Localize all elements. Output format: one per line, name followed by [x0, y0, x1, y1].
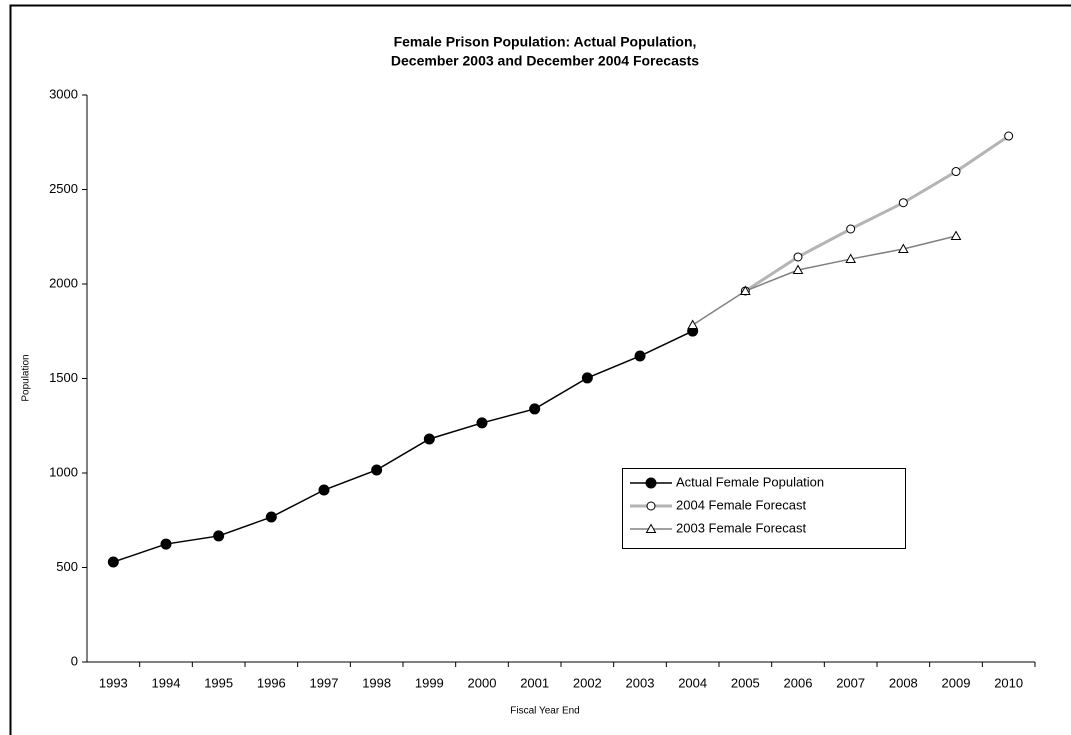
- point: [529, 403, 541, 415]
- x-tick-label: 2007: [836, 675, 865, 690]
- y-tick-label: 1500: [49, 370, 78, 385]
- y-tick-label: 1000: [49, 464, 78, 479]
- point: [318, 484, 330, 496]
- y-tick-label: 2000: [49, 275, 78, 290]
- x-tick-label: 2008: [889, 675, 918, 690]
- legend-marker: [645, 477, 657, 489]
- y-tick-label: 2500: [49, 181, 78, 196]
- x-tick-label: 2000: [468, 675, 497, 690]
- point: [897, 243, 909, 254]
- series-line: [113, 330, 693, 563]
- point: [1004, 131, 1014, 141]
- y-tick-label: 500: [56, 559, 78, 574]
- point: [846, 224, 856, 234]
- y-axis-label: Population: [21, 354, 32, 401]
- series-line: [692, 235, 957, 326]
- x-tick-label: 1994: [152, 675, 181, 690]
- x-tick-label: 1998: [362, 675, 391, 690]
- legend-label: 2004 Female Forecast: [676, 497, 806, 512]
- point: [371, 464, 383, 476]
- point: [898, 198, 908, 208]
- x-tick-label: 1993: [99, 675, 128, 690]
- x-tick-label: 1999: [415, 675, 444, 690]
- point: [845, 253, 857, 264]
- point: [265, 511, 277, 523]
- point: [950, 230, 962, 240]
- legend-marker: [646, 501, 656, 511]
- x-tick-label: 2005: [731, 675, 760, 690]
- point: [634, 350, 646, 362]
- point: [739, 285, 751, 295]
- legend-label: Actual Female Population: [676, 474, 824, 489]
- x-tick-label: 2010: [994, 675, 1023, 690]
- series-line: [744, 134, 1010, 293]
- x-axis-label: Fiscal Year End: [510, 706, 580, 717]
- legend-marker: [645, 523, 657, 533]
- point: [792, 264, 804, 275]
- point: [160, 538, 172, 550]
- chart-border: [9, 4, 1071, 735]
- x-tick-label: 2004: [678, 675, 707, 690]
- point: [423, 433, 435, 445]
- point: [213, 530, 225, 542]
- x-tick-label: 1995: [204, 675, 233, 690]
- legend: [622, 468, 906, 549]
- x-tick-label: 2003: [626, 675, 655, 690]
- point: [476, 417, 488, 429]
- chart-title: December 2003 and December 2004 Forecast…: [391, 53, 699, 69]
- x-tick-label: 2006: [784, 675, 813, 690]
- point: [107, 556, 119, 568]
- x-tick-label: 2001: [520, 675, 549, 690]
- point: [687, 319, 699, 330]
- chart-title: Female Prison Population: Actual Populat…: [394, 34, 697, 50]
- x-tick-label: 1996: [257, 675, 286, 690]
- x-tick-label: 1997: [310, 675, 339, 690]
- point: [793, 252, 803, 262]
- point: [951, 167, 961, 177]
- y-tick-label: 3000: [49, 86, 78, 101]
- point: [581, 372, 593, 384]
- x-tick-label: 2009: [942, 675, 971, 690]
- y-tick-label: 0: [71, 653, 78, 668]
- x-tick-label: 2002: [573, 675, 602, 690]
- legend-label: 2003 Female Forecast: [676, 520, 806, 535]
